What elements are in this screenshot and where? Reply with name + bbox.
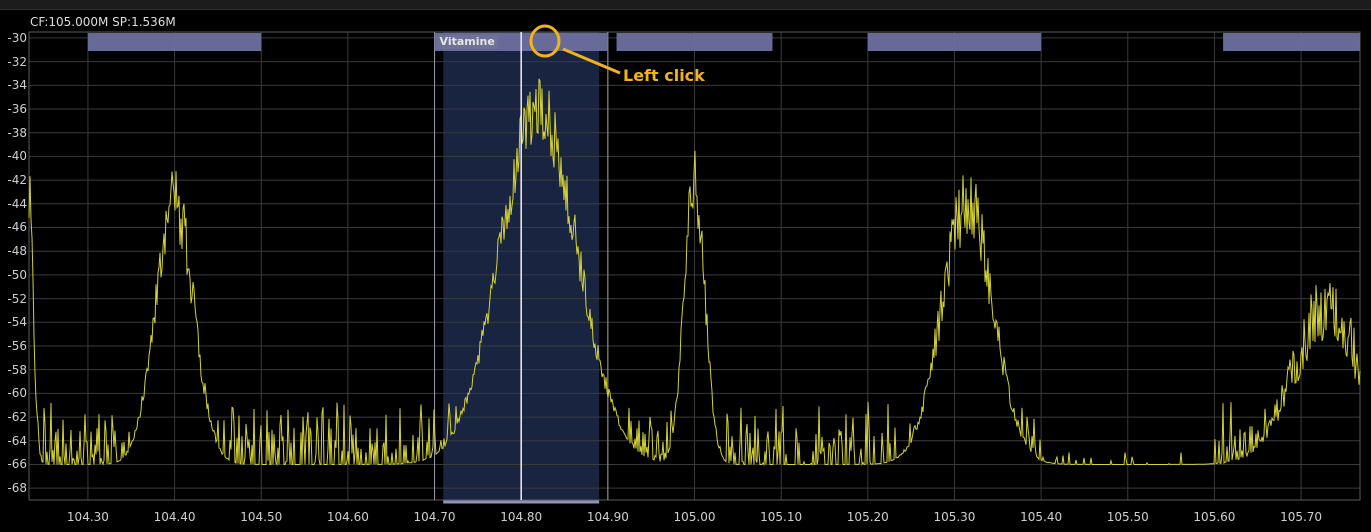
- x-axis-label: 104.30: [66, 510, 109, 524]
- click-indicator-circle: [529, 24, 561, 58]
- left-click-annotation-label: Left click: [623, 66, 705, 85]
- y-axis-label: -52: [7, 291, 27, 306]
- x-axis-label: 105.30: [933, 510, 976, 524]
- y-axis-label: -30: [7, 30, 27, 45]
- bookmark-bar: [87, 33, 262, 51]
- y-axis-label: -34: [7, 78, 27, 93]
- window-top-strip: [0, 0, 1371, 10]
- plot-border: [28, 31, 1361, 501]
- signal-trace: [28, 78, 1361, 467]
- x-axis-label: 104.70: [413, 510, 456, 524]
- x-axis-label: 104.40: [153, 510, 196, 524]
- y-axis-label: -62: [7, 410, 27, 425]
- x-axis-label: 105.70: [1280, 510, 1323, 524]
- y-axis-label: -60: [7, 386, 27, 401]
- center-frequency-span-readout: CF:105.000M SP:1.536M: [30, 15, 176, 29]
- bookmark-bar: [1223, 33, 1360, 51]
- x-axis-label: 105.60: [1193, 510, 1236, 524]
- y-axis-label: -54: [7, 315, 27, 330]
- x-axis-label: 105.00: [673, 510, 716, 524]
- bookmark-bar: [616, 33, 773, 51]
- x-axis-label: 105.10: [760, 510, 803, 524]
- y-axis-label: -44: [7, 196, 27, 211]
- y-axis-label: -32: [7, 54, 27, 69]
- x-axis-label: 104.90: [586, 510, 629, 524]
- y-axis-label: -64: [7, 433, 27, 448]
- x-axis-label: 104.50: [240, 510, 283, 524]
- y-axis-label: -42: [7, 173, 27, 188]
- bookmark-station-name[interactable]: Vitamine: [436, 35, 498, 49]
- y-axis-label: -46: [7, 220, 27, 235]
- x-axis-label: 105.50: [1106, 510, 1149, 524]
- y-axis-label: -66: [7, 457, 27, 472]
- y-axis-label: -40: [7, 149, 27, 164]
- y-axis-label: -50: [7, 267, 27, 282]
- bookmark-bar: [867, 33, 1042, 51]
- y-axis-label: -58: [7, 362, 27, 377]
- y-axis-label: -68: [7, 481, 27, 496]
- x-axis-label: 105.40: [1020, 510, 1063, 524]
- x-axis-label: 105.20: [846, 510, 889, 524]
- y-axis-label: -36: [7, 102, 27, 116]
- x-axis-label: 104.60: [326, 510, 369, 524]
- x-axis-label: 104.80: [500, 510, 543, 524]
- y-axis-label: -38: [7, 125, 27, 140]
- y-axis-label: -48: [7, 244, 27, 259]
- click-pointer-line: [562, 47, 621, 75]
- y-axis-label: -56: [7, 338, 27, 353]
